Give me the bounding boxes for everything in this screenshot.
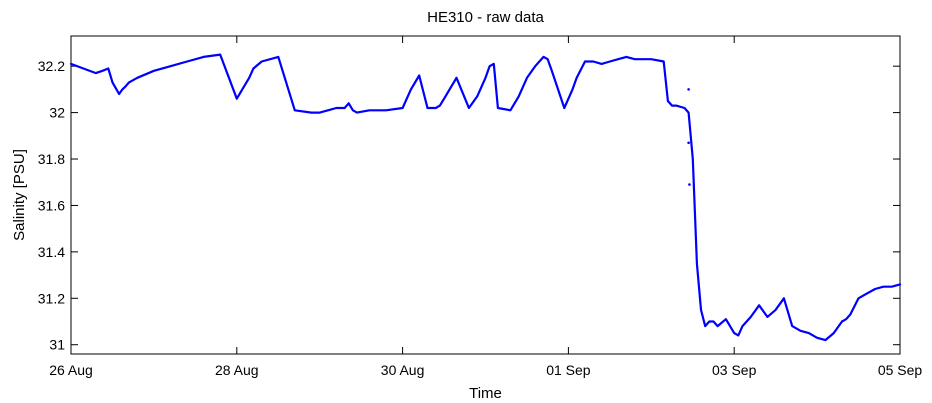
y-tick-label: 32.2 <box>38 58 65 74</box>
y-tick-label: 31.4 <box>38 244 65 260</box>
x-tick-label: 01 Sep <box>546 362 591 378</box>
y-tick-label: 31.2 <box>38 290 65 306</box>
x-tick-label: 28 Aug <box>215 362 259 378</box>
y-axis-title: Salinity [PSU] <box>11 149 28 241</box>
series-layer <box>69 53 902 342</box>
x-tick-label: 05 Sep <box>878 362 923 378</box>
data-point <box>687 88 690 91</box>
y-tick-label: 32 <box>49 105 65 121</box>
y-tick-label: 31.8 <box>38 151 65 167</box>
y-axis: 31 31.2 31.4 31.6 31.8 32 32.2 <box>38 58 900 353</box>
y-tick-label: 31 <box>49 337 65 353</box>
data-point <box>687 141 690 145</box>
series-line-salinity <box>69 53 902 342</box>
x-tick-label: 26 Aug <box>49 362 93 378</box>
x-tick-label: 30 Aug <box>381 362 425 378</box>
chart-title: HE310 - raw data <box>427 9 544 26</box>
x-axis-title: Time <box>469 385 502 402</box>
x-tick-label: 03 Sep <box>712 362 757 378</box>
data-point <box>688 183 691 186</box>
plot-area <box>70 35 901 355</box>
x-axis: 26 Aug 28 Aug 30 Aug 01 Sep 03 Sep 05 Sep <box>49 36 922 378</box>
y-tick-label: 31.6 <box>38 197 65 213</box>
